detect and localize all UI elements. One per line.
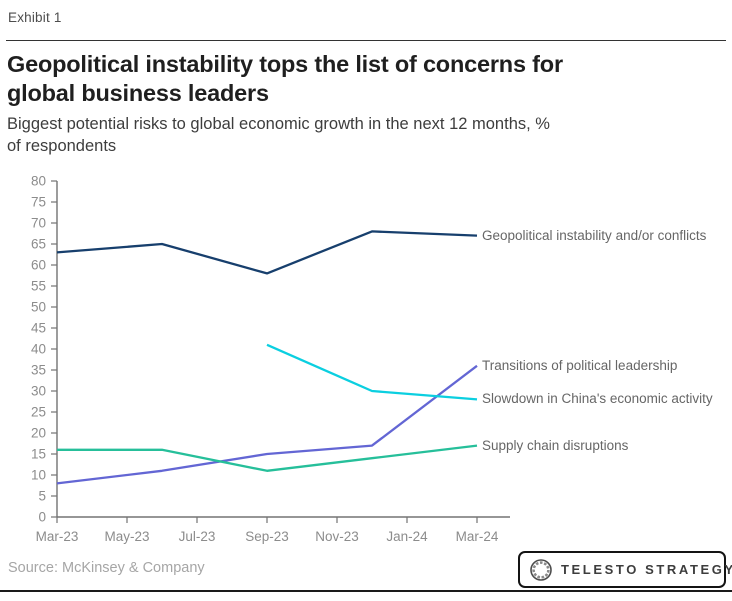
chart-subtitle-line1: Biggest potential risks to global econom… bbox=[7, 115, 550, 133]
chart-subtitle-line2: of respondents bbox=[7, 137, 117, 155]
series-label: Geopolitical instability and/or conflict… bbox=[482, 227, 707, 243]
series-label: Transitions of political leadership bbox=[482, 357, 678, 373]
svg-text:5: 5 bbox=[38, 489, 46, 504]
series-label: Supply chain disruptions bbox=[482, 437, 629, 453]
bottom-divider bbox=[0, 590, 732, 592]
line-chart-canvas: 0 5 10 15 20 25 30 35 40 45 50 55 60 65 70 75 80 Mar-23 Ma… bbox=[31, 174, 510, 544]
svg-text:30: 30 bbox=[31, 384, 46, 399]
svg-text:35: 35 bbox=[31, 363, 46, 378]
svg-text:20: 20 bbox=[31, 426, 46, 441]
svg-text:65: 65 bbox=[31, 237, 46, 252]
svg-text:Jul-23: Jul-23 bbox=[179, 529, 216, 544]
page-title-line1: Geopolitical instability tops the list o… bbox=[7, 51, 563, 77]
line-chart: 0 5 10 15 20 25 30 35 40 45 50 55 60 65 70 75 80 Mar-23 Ma… bbox=[0, 172, 732, 552]
page-title-line2: global business leaders bbox=[7, 80, 269, 106]
svg-text:Mar-23: Mar-23 bbox=[36, 529, 79, 544]
svg-text:60: 60 bbox=[31, 258, 46, 273]
ring-logo-icon bbox=[530, 558, 552, 581]
svg-text:55: 55 bbox=[31, 279, 46, 294]
svg-text:Sep-23: Sep-23 bbox=[245, 529, 289, 544]
svg-text:75: 75 bbox=[31, 195, 46, 210]
series-label: Slowdown in China's economic activity bbox=[482, 391, 713, 407]
svg-text:Nov-23: Nov-23 bbox=[315, 529, 359, 544]
svg-text:45: 45 bbox=[31, 321, 46, 336]
svg-text:40: 40 bbox=[31, 342, 46, 357]
svg-text:Mar-24: Mar-24 bbox=[456, 529, 499, 544]
svg-text:0: 0 bbox=[38, 510, 46, 525]
source-note: Source: McKinsey & Company bbox=[8, 560, 205, 576]
svg-text:70: 70 bbox=[31, 216, 46, 231]
svg-text:25: 25 bbox=[31, 405, 46, 420]
svg-text:Jan-24: Jan-24 bbox=[386, 529, 428, 544]
exhibit-label: Exhibit 1 bbox=[8, 10, 62, 25]
svg-text:80: 80 bbox=[31, 174, 46, 189]
svg-text:15: 15 bbox=[31, 447, 46, 462]
page-title: Geopolitical instability tops the list o… bbox=[7, 50, 563, 108]
svg-text:50: 50 bbox=[31, 300, 46, 315]
telesto-strategy-logo: TELESTO STRATEGY bbox=[518, 551, 732, 588]
svg-text:May-23: May-23 bbox=[104, 529, 149, 544]
chart-subtitle: Biggest potential risks to global econom… bbox=[7, 113, 550, 157]
top-divider bbox=[6, 40, 726, 41]
svg-text:10: 10 bbox=[31, 468, 46, 483]
logo-wordmark: TELESTO STRATEGY bbox=[561, 562, 732, 577]
